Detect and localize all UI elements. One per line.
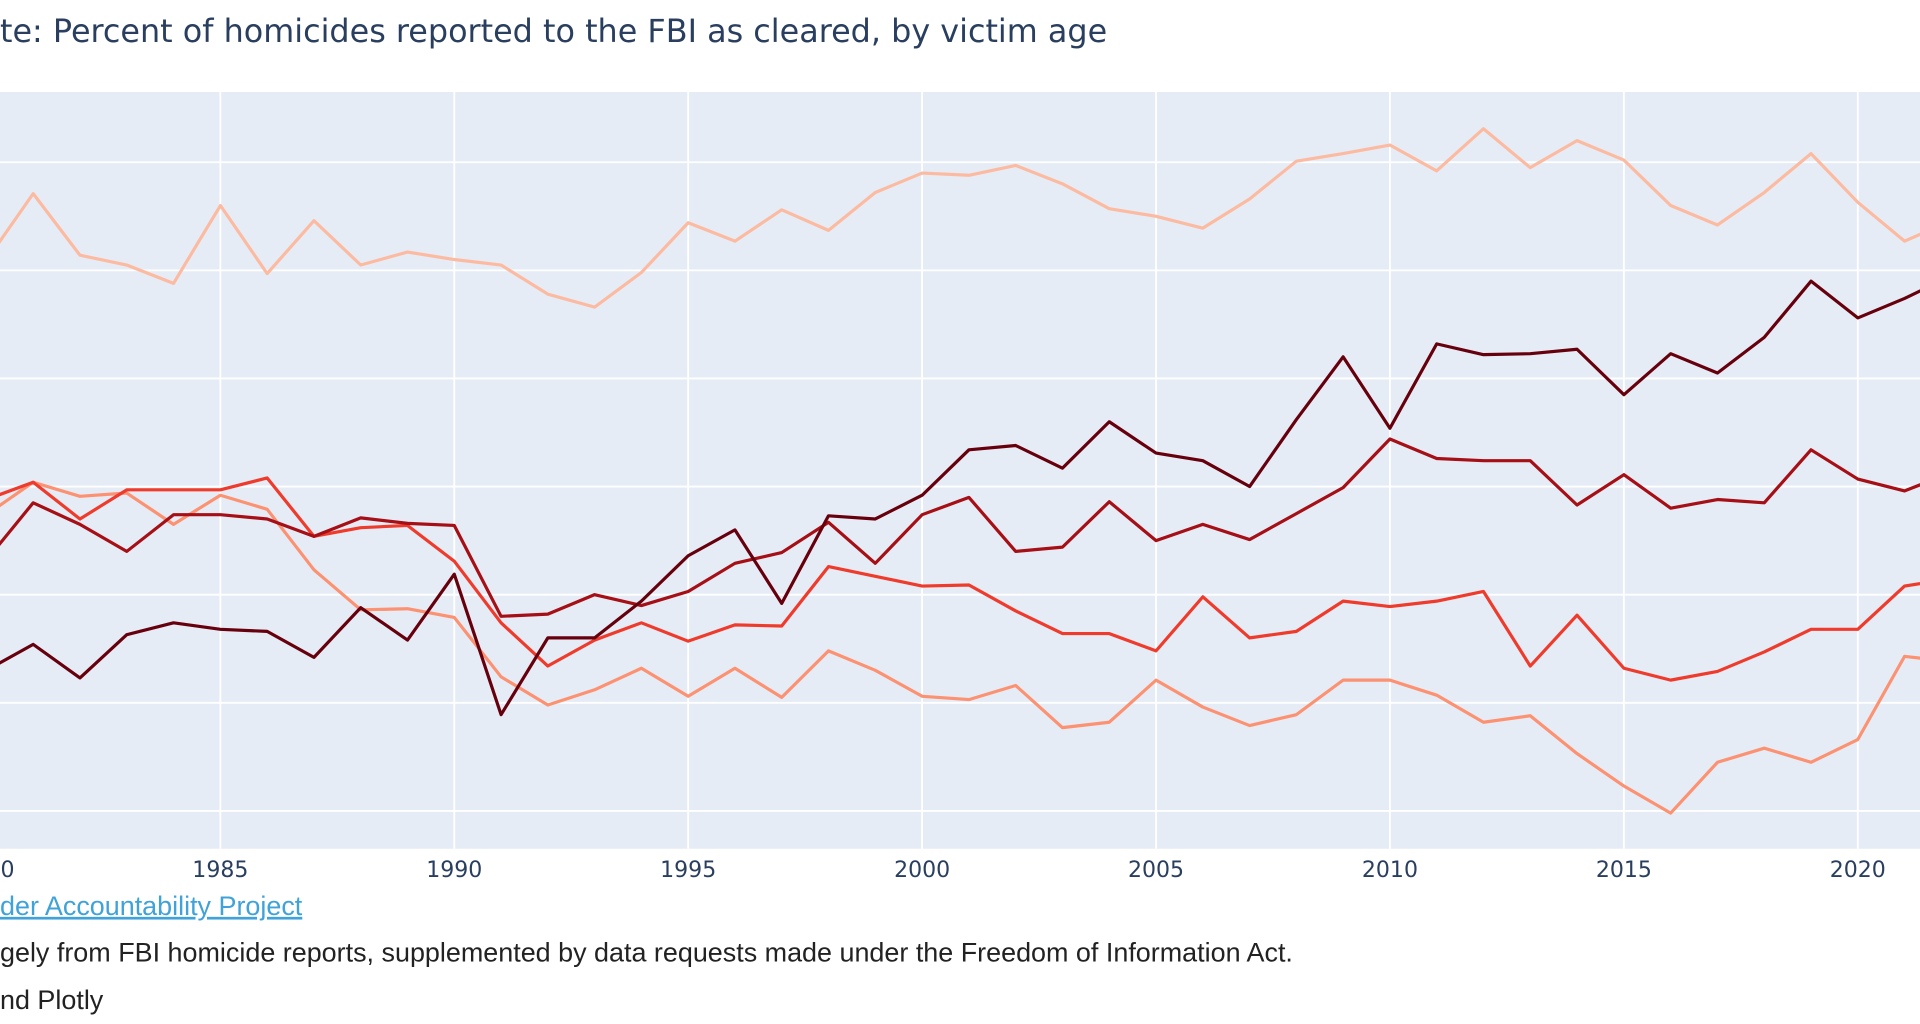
x-tick-label: 2005	[1128, 858, 1184, 883]
series-line-1	[0, 127, 1920, 309]
chart-title: te: Percent of homicides reported to the…	[0, 12, 1107, 50]
x-tick-label: 1985	[192, 858, 248, 883]
x-tick-label: 1995	[660, 858, 716, 883]
credit-note: nd Plotly	[0, 985, 104, 1015]
source-link[interactable]: der Accountability Project	[0, 891, 303, 921]
plot-area	[0, 92, 1920, 849]
x-tick-label: 2015	[1596, 858, 1652, 883]
gridlines	[0, 92, 1920, 849]
x-tick-label: 2020	[1830, 858, 1886, 883]
x-axis-ticks: 1980 1985 1990 1995 2000 2005 2010 2015 2020	[0, 858, 1886, 883]
series-line-2	[0, 480, 1920, 815]
x-tick-label: 2010	[1362, 858, 1418, 883]
source-note: gely from FBI homicide reports, suppleme…	[0, 937, 1293, 967]
series-lines	[0, 127, 1920, 815]
x-tick-label: 1980	[0, 858, 14, 883]
series-line-4	[0, 437, 1920, 618]
x-tick-label: 1990	[426, 858, 482, 883]
x-tick-label: 2000	[894, 858, 950, 883]
series-line-5	[0, 279, 1920, 717]
